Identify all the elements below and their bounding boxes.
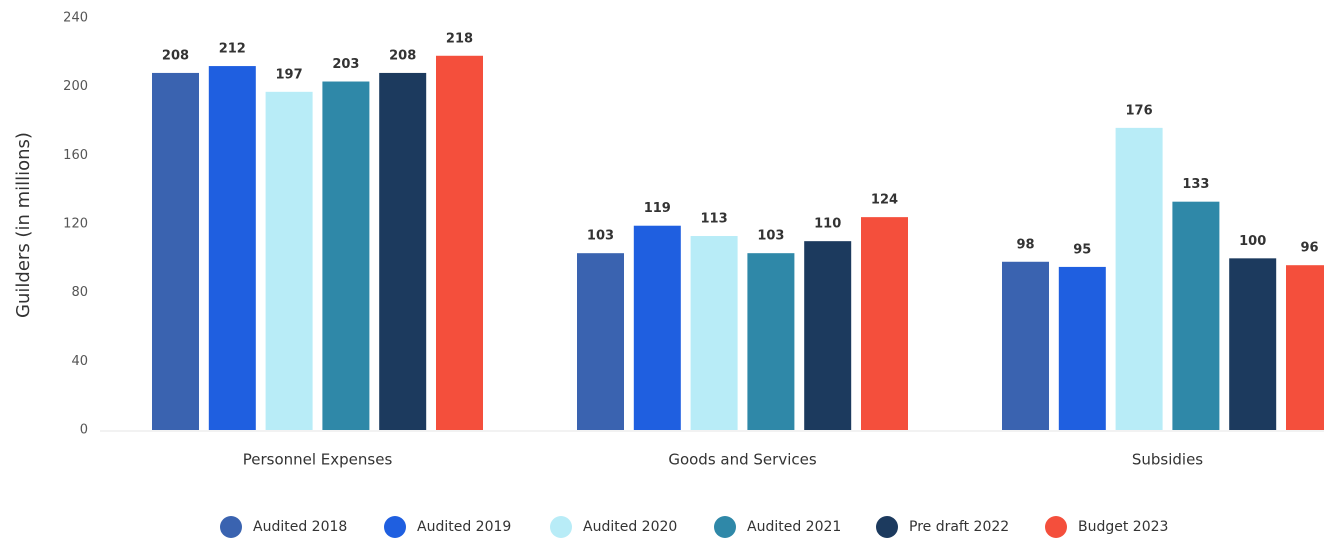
y-tick-label: 0 <box>80 423 88 438</box>
legend-label: Audited 2020 <box>583 519 677 535</box>
data-label: 113 <box>701 212 728 227</box>
bar <box>1002 261 1049 430</box>
x-tick-label: Subsidies <box>1132 451 1203 469</box>
data-label: 103 <box>587 229 614 244</box>
legend-label: Budget 2023 <box>1078 519 1168 535</box>
bar <box>1172 201 1220 430</box>
data-label: 124 <box>871 193 898 208</box>
legend-marker <box>550 516 572 538</box>
bar <box>152 72 199 430</box>
legend-marker <box>384 516 406 538</box>
bar <box>322 81 370 431</box>
legend-marker <box>876 516 898 538</box>
bar <box>265 91 313 431</box>
data-label: 133 <box>1182 177 1209 192</box>
x-tick-label: Goods and Services <box>668 451 817 469</box>
bar <box>1229 258 1277 430</box>
y-tick-label: 160 <box>63 148 88 163</box>
y-tick-label: 240 <box>63 11 88 26</box>
data-label: 110 <box>814 217 841 232</box>
y-tick-label: 80 <box>71 285 88 300</box>
data-label: 96 <box>1300 241 1318 256</box>
data-label: 208 <box>389 48 416 63</box>
bar <box>861 217 908 430</box>
data-label: 95 <box>1073 242 1091 257</box>
legend-marker <box>1045 516 1067 538</box>
bar <box>379 72 427 430</box>
legend-marker <box>220 516 242 538</box>
bar <box>747 253 795 430</box>
y-tick-label: 120 <box>63 217 88 232</box>
data-label: 203 <box>332 57 359 72</box>
bar <box>577 253 624 430</box>
legend-label: Audited 2021 <box>747 519 841 535</box>
y-axis-label: Guilders (in millions) <box>13 132 34 318</box>
data-label: 100 <box>1239 234 1266 249</box>
legend-label: Audited 2018 <box>253 519 347 535</box>
bar <box>804 241 852 430</box>
bar <box>690 236 738 430</box>
data-label: 208 <box>162 48 189 63</box>
bar <box>436 55 483 431</box>
bar <box>633 225 681 430</box>
data-label: 98 <box>1016 237 1034 252</box>
legend-label: Pre draft 2022 <box>909 519 1009 535</box>
legend-label: Audited 2019 <box>417 519 511 535</box>
bar <box>1115 127 1163 430</box>
data-label: 176 <box>1126 103 1153 118</box>
x-tick-label: Personnel Expenses <box>243 451 393 469</box>
bar <box>1286 265 1324 430</box>
legend-marker <box>714 516 736 538</box>
y-tick-label: 40 <box>71 354 88 369</box>
data-label: 119 <box>644 201 671 216</box>
bar <box>1058 266 1106 430</box>
data-label: 103 <box>757 229 784 244</box>
bar <box>208 66 256 431</box>
data-label: 197 <box>276 67 303 82</box>
y-tick-label: 200 <box>63 79 88 94</box>
data-label: 218 <box>446 31 473 46</box>
data-label: 212 <box>219 42 246 57</box>
